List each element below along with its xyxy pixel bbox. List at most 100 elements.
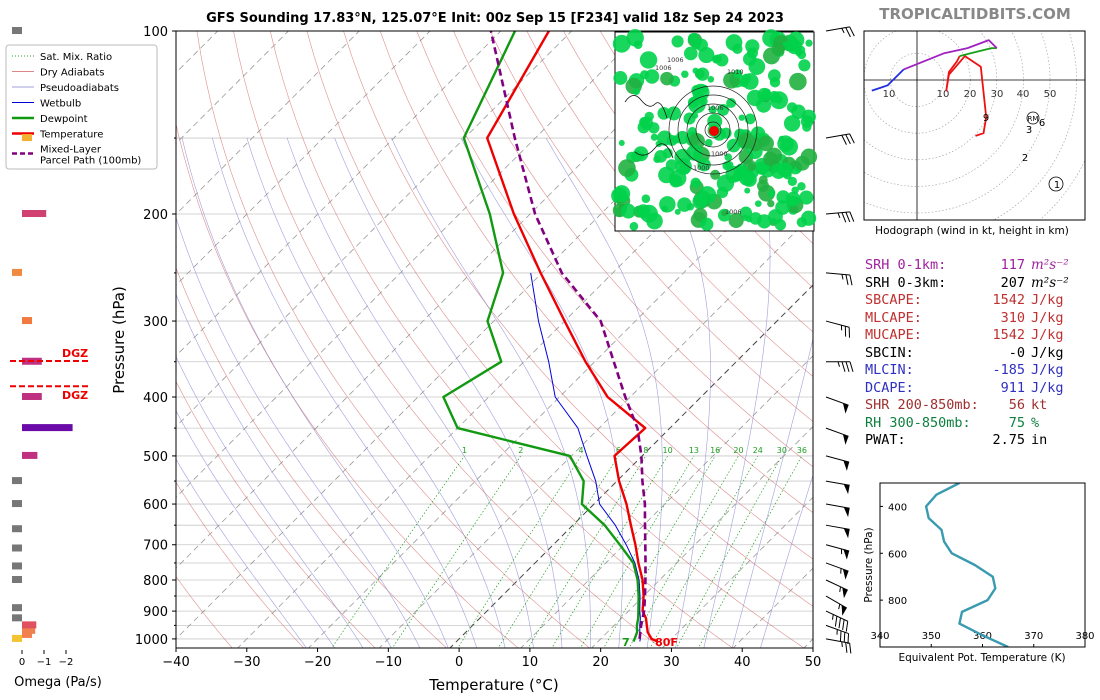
isobar-contour [704, 121, 722, 139]
precip-blob [632, 88, 640, 96]
precip-blob [785, 191, 801, 207]
precip-blob [613, 185, 631, 203]
theta-e-xlabel: Equivalent Pot. Temperature (K) [898, 652, 1065, 664]
pseudo-adiabat [391, 137, 591, 648]
precip-blob [698, 186, 717, 204]
precip-blob [715, 53, 729, 67]
parameter-row: SHR 200-850mb: 56 kt [865, 397, 1075, 415]
wind-barb [825, 211, 855, 223]
pseudo-adiabat [760, 474, 813, 648]
precip-blob [692, 67, 699, 74]
y-tick-label: 900 [143, 605, 168, 620]
precip-blob [734, 163, 748, 177]
mixing-ratio-label: 6 [616, 446, 621, 455]
precip-blob [780, 137, 798, 156]
barb-flag [841, 361, 846, 372]
barb-staff [825, 503, 850, 509]
isotherm-line [176, 31, 290, 145]
precip-blob [644, 69, 660, 84]
precip-blob [744, 187, 751, 194]
barb-pennant [842, 403, 849, 414]
barb-flag [849, 274, 853, 286]
parameter-value: 1542 [992, 327, 1025, 343]
wetbulb-line [530, 272, 641, 642]
mixing-ratio-line [628, 455, 739, 648]
precip-blob [665, 159, 678, 171]
precip-blob [733, 69, 743, 79]
x-tick-label: 30 [663, 655, 680, 670]
y-tick-label: 300 [143, 315, 168, 330]
precip-blob [671, 35, 684, 48]
precip-blob [738, 114, 745, 121]
precip-blob [797, 50, 807, 60]
omega-bar [22, 134, 32, 142]
wind-barb [825, 396, 849, 414]
hodograph-frame [863, 30, 1086, 221]
dewpoint-line [442, 31, 640, 643]
barb-flag [841, 212, 847, 223]
wind-barb [825, 544, 850, 560]
hodo-height-label: 6 [1039, 118, 1045, 129]
pseudo-adiabat [176, 293, 392, 648]
omega-bar [22, 317, 32, 325]
parameter-unit: in [1031, 432, 1048, 448]
precip-blob [693, 207, 708, 222]
barb-flag [843, 632, 846, 643]
precip-blob [726, 97, 737, 108]
wind-barb [825, 503, 850, 518]
pseudo-adiabat [703, 137, 771, 648]
barb-pennant [843, 484, 850, 495]
precip-blob [728, 175, 736, 184]
omega-bar [22, 393, 42, 401]
theta-e-ylabel: Pressure (hPa) [863, 527, 875, 602]
omega-xlabel: Omega (Pa/s) [14, 675, 102, 690]
x-tick-label: −30 [233, 655, 260, 670]
parameter-unit: J/kg [1031, 292, 1064, 308]
precip-blob [633, 40, 643, 50]
x-tick-label: 50 [805, 655, 822, 670]
theta-e-line [924, 483, 1009, 647]
rm-label: RM [1028, 115, 1039, 123]
y-tick-label: 400 [143, 391, 168, 406]
precip-blob [786, 102, 798, 113]
wind-barb [825, 624, 850, 645]
parameter-label: PWAT: [865, 432, 906, 448]
barb-flag [847, 633, 850, 645]
map-contour-label: 1010 [727, 68, 744, 76]
y-tick-label: 500 [143, 450, 168, 465]
precip-blob [707, 75, 715, 83]
omega-tick-label: −2 [59, 657, 74, 668]
barb-pennant [841, 605, 847, 616]
y-tick-label: 200 [143, 208, 168, 223]
barb-flag [849, 361, 854, 372]
parameter-unit: % [1031, 414, 1040, 431]
barb-flag [845, 134, 851, 145]
barb-pennant [843, 549, 850, 560]
skewt-axes: −40 −30 −20 −10 0 10 20 30 40 50 100 200 300 400 500 60… [135, 25, 821, 670]
precip-blob [787, 176, 798, 187]
dry-adiabat [233, 31, 662, 648]
barb-flag [839, 630, 842, 642]
parameter-value: 56 [1008, 397, 1025, 413]
omega-bar [12, 634, 22, 642]
wind-barb [825, 272, 853, 286]
mixing-ratio-label: 20 [733, 446, 743, 455]
pseudo-adiabat [176, 410, 336, 648]
isobar-contour [686, 103, 740, 157]
parameter-value: 117 [1000, 257, 1025, 273]
parameter-label: RH 300-850mb: [865, 414, 971, 431]
precip-blob [721, 210, 728, 217]
wind-barb [825, 455, 850, 471]
parameter-value: -185 [992, 362, 1025, 378]
wind-barb [825, 133, 855, 145]
precip-blob [690, 177, 701, 188]
precip-blob [691, 39, 701, 50]
dry-adiabat [196, 31, 591, 648]
dry-adiabat [269, 31, 734, 648]
mixed-layer-parcel-path-mb-line [489, 31, 647, 640]
precip-blob [728, 212, 744, 228]
precip-blob [742, 172, 757, 187]
storm-center-marker [709, 126, 719, 136]
legend-label: Mixed-Layer [40, 145, 102, 156]
hodo-segment [945, 55, 988, 137]
